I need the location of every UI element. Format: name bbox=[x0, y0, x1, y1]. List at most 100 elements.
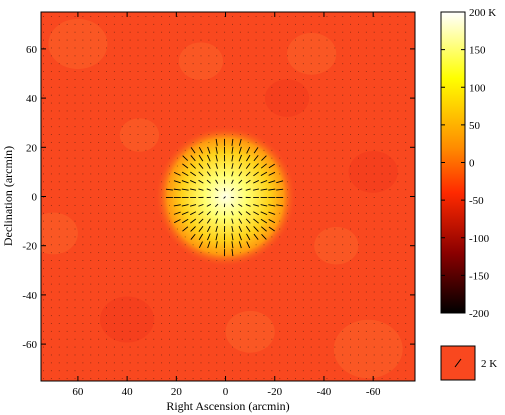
polarization-vector bbox=[161, 220, 163, 222]
polarization-vector bbox=[263, 79, 265, 80]
polarization-vector bbox=[365, 252, 367, 254]
polarization-vector bbox=[358, 370, 359, 372]
polarization-vector bbox=[74, 86, 76, 88]
polarization-vector bbox=[405, 378, 407, 380]
source-emission bbox=[154, 125, 297, 268]
polarization-vector bbox=[192, 141, 194, 143]
polarization-vector bbox=[389, 47, 391, 49]
polarization-vector bbox=[397, 39, 399, 41]
polarization-vector bbox=[169, 299, 170, 301]
polarization-vector bbox=[334, 63, 336, 65]
background-mottle bbox=[225, 310, 275, 353]
polarization-vector bbox=[295, 157, 296, 159]
polarization-vector bbox=[231, 154, 234, 162]
polarization-vector bbox=[74, 39, 76, 41]
polarization-vector bbox=[326, 173, 328, 175]
polarization-vector bbox=[287, 141, 289, 143]
polarization-vector bbox=[121, 338, 123, 340]
polarization-vector bbox=[90, 23, 92, 25]
polarization-vector bbox=[239, 86, 241, 88]
polarization-vector bbox=[373, 126, 375, 128]
polarization-vector bbox=[350, 378, 352, 380]
polarization-vector bbox=[268, 219, 276, 224]
polarization-vector bbox=[326, 275, 328, 277]
polarization-vector bbox=[190, 180, 197, 184]
polarization-vector bbox=[381, 267, 383, 269]
polarization-vector bbox=[302, 141, 304, 143]
polarization-vector bbox=[121, 362, 123, 364]
polarization-vector bbox=[246, 154, 251, 162]
polarization-vector bbox=[137, 134, 139, 136]
polarization-vector bbox=[190, 226, 196, 232]
polarization-vector bbox=[192, 378, 194, 380]
polarization-vector bbox=[326, 157, 328, 159]
polarization-vector bbox=[145, 23, 147, 25]
polarization-vector bbox=[121, 181, 123, 183]
polarization-vector bbox=[169, 55, 170, 57]
polarization-vector bbox=[318, 244, 320, 246]
polarization-vector bbox=[137, 338, 139, 340]
polarization-vector bbox=[137, 346, 139, 348]
polarization-vector bbox=[137, 236, 139, 238]
polarization-vector bbox=[381, 362, 383, 364]
polarization-vector bbox=[137, 275, 139, 277]
polarization-vector bbox=[176, 118, 178, 120]
polarization-vector bbox=[405, 181, 407, 183]
polarization-vector bbox=[310, 252, 312, 254]
polarization-vector bbox=[198, 241, 203, 249]
polarization-vector bbox=[169, 315, 170, 317]
polarization-vector bbox=[58, 149, 60, 151]
polarization-vector bbox=[74, 370, 76, 372]
polarization-vector bbox=[318, 370, 320, 372]
polarization-vector bbox=[129, 236, 131, 238]
polarization-vector bbox=[98, 283, 100, 285]
polarization-vector bbox=[271, 323, 273, 324]
polarization-vector bbox=[113, 307, 115, 309]
polarization-vector bbox=[113, 39, 115, 41]
polarization-vector bbox=[129, 362, 131, 364]
polarization-vector bbox=[98, 79, 100, 80]
polarization-vector bbox=[334, 220, 336, 222]
polarization-vector bbox=[373, 86, 375, 88]
polarization-vector bbox=[113, 126, 115, 128]
polarization-vector bbox=[50, 346, 52, 348]
polarization-vector bbox=[279, 212, 281, 214]
polarization-vector bbox=[129, 181, 131, 183]
polarization-vector bbox=[145, 291, 147, 293]
polarization-vector bbox=[310, 362, 312, 364]
polarization-vector bbox=[58, 141, 60, 143]
polarization-vector bbox=[121, 23, 123, 25]
polarization-vector bbox=[381, 173, 383, 175]
polarization-vector bbox=[373, 299, 375, 301]
polarization-vector bbox=[350, 157, 352, 159]
polarization-vector bbox=[184, 338, 186, 340]
y-tick-label: 0 bbox=[32, 192, 38, 204]
polarization-vector bbox=[224, 346, 226, 348]
polarization-vector bbox=[192, 110, 194, 112]
polarization-vector bbox=[200, 291, 202, 293]
polarization-vector bbox=[145, 126, 147, 128]
polarization-vector bbox=[121, 212, 123, 214]
polarization-vector bbox=[153, 110, 155, 112]
polarization-vector bbox=[271, 354, 273, 356]
polarization-vector bbox=[373, 55, 375, 57]
polarization-vector bbox=[200, 283, 202, 285]
polarization-vector bbox=[66, 362, 68, 364]
polarization-vector bbox=[66, 244, 68, 246]
polarization-vector bbox=[342, 267, 344, 269]
polarization-vector bbox=[245, 204, 251, 207]
polarization-vector bbox=[43, 378, 44, 380]
polarization-vector bbox=[253, 147, 259, 154]
polarization-vector bbox=[161, 141, 163, 143]
polarization-vector bbox=[224, 291, 226, 293]
polarization-vector bbox=[169, 228, 170, 230]
polarization-vector bbox=[302, 134, 304, 136]
polarization-vector bbox=[247, 323, 249, 324]
polarization-vector bbox=[58, 157, 60, 159]
x-tick-label: -40 bbox=[317, 386, 332, 398]
polarization-vector bbox=[405, 71, 407, 73]
polarization-vector bbox=[66, 323, 68, 324]
polarization-vector bbox=[326, 102, 328, 104]
polarization-vector bbox=[271, 236, 273, 238]
polarization-vector bbox=[216, 86, 218, 88]
